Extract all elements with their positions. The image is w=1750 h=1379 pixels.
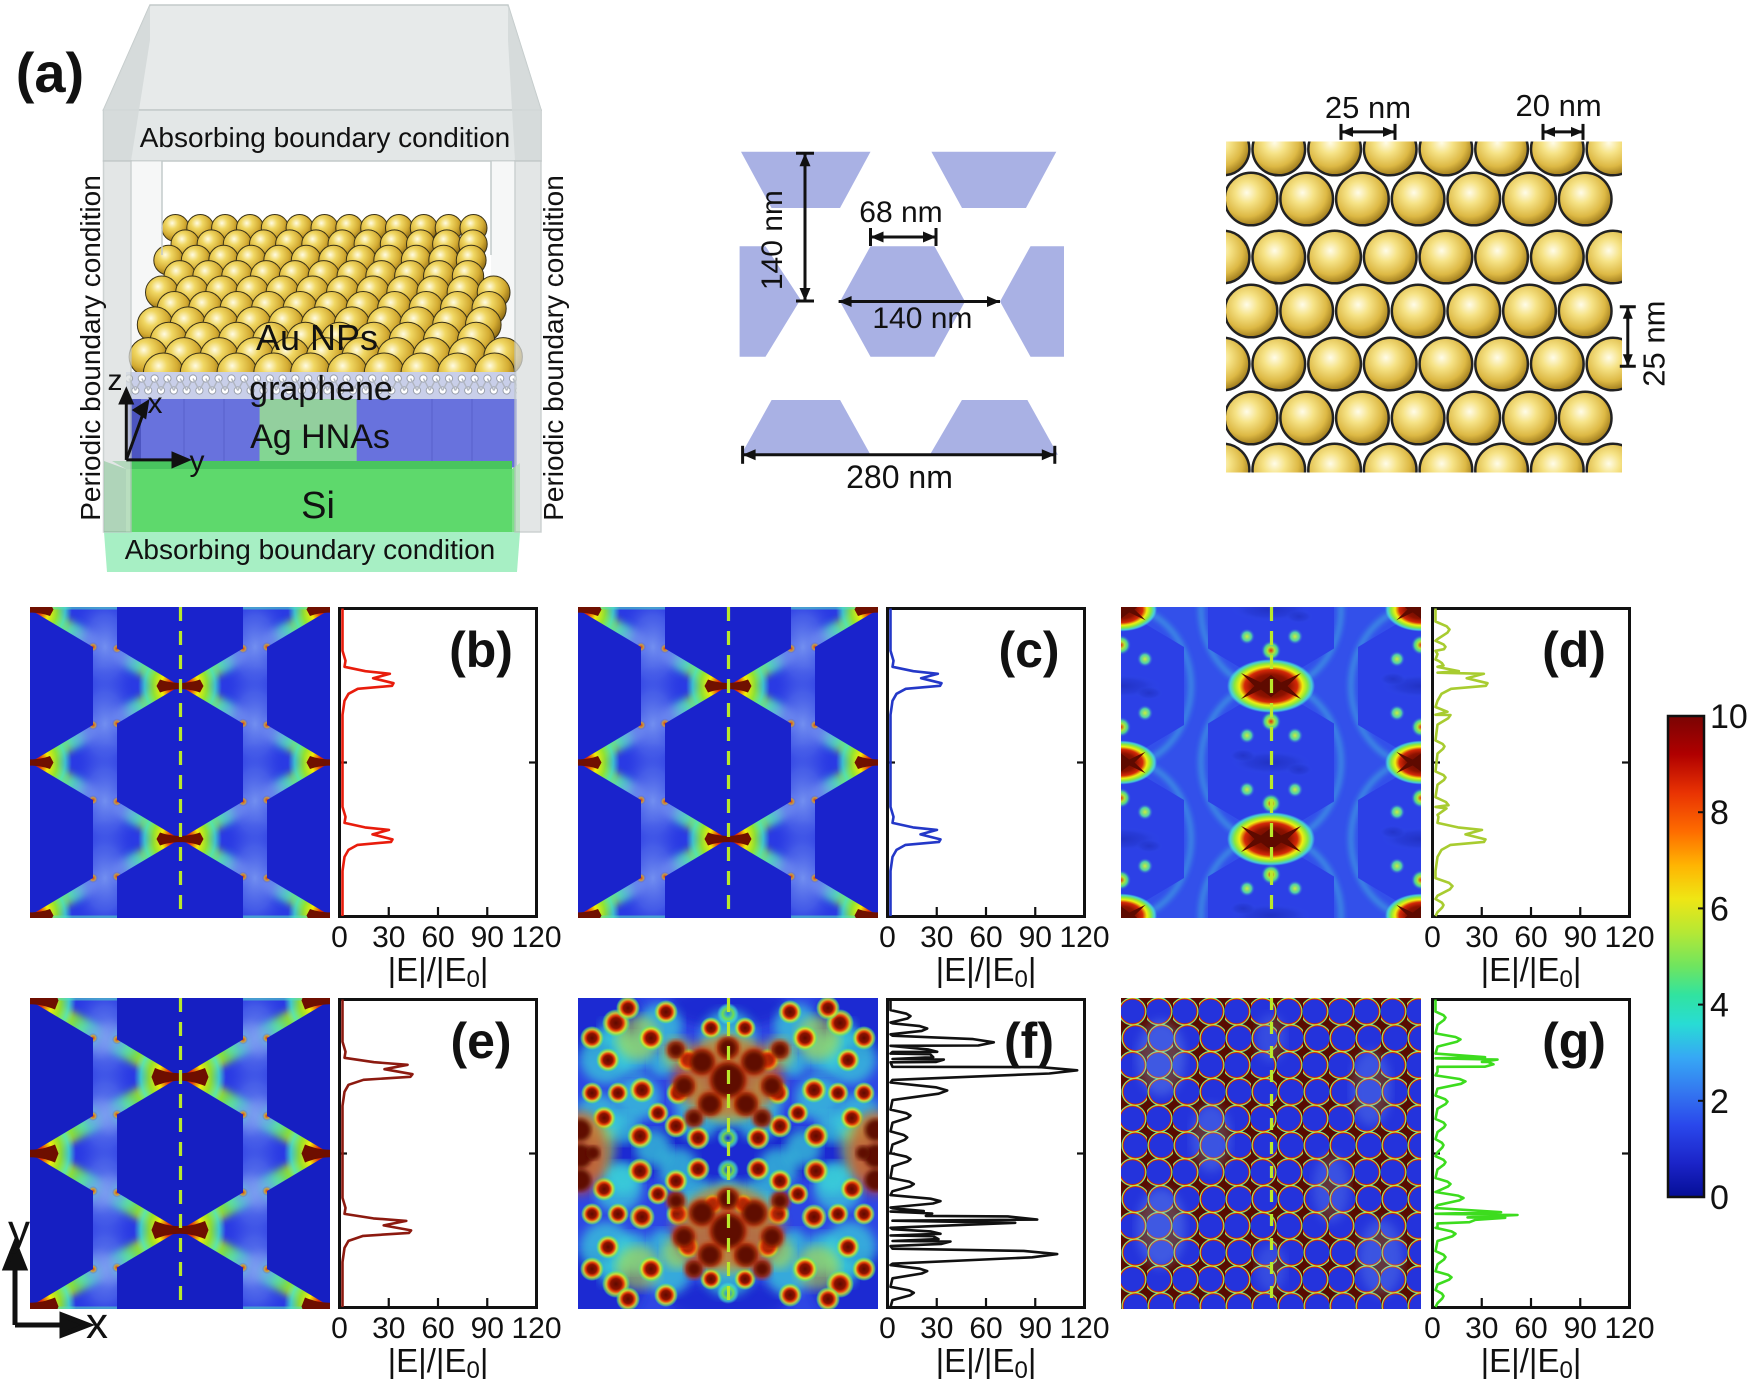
svg-text:Periodic boundary condition: Periodic boundary condition [538,175,569,521]
svg-text:x: x [86,1299,108,1348]
svg-text:30: 30 [372,921,405,954]
svg-text:(f): (f) [1004,1013,1054,1069]
svg-text:graphene: graphene [249,370,393,408]
svg-text:Periodic boundary condition: Periodic boundary condition [75,175,106,521]
svg-text:(b): (b) [449,622,513,678]
svg-text:25 nm: 25 nm [1637,301,1672,387]
svg-text:(e): (e) [450,1013,511,1069]
svg-text:x: x [148,387,163,420]
svg-text:Absorbing boundary condition: Absorbing boundary condition [140,122,510,153]
svg-text:|E|/|E0|: |E|/|E0| [936,951,1037,993]
svg-text:2: 2 [1710,1083,1729,1121]
svg-text:Absorbing boundary condition: Absorbing boundary condition [125,534,495,565]
svg-text:0: 0 [331,921,348,954]
svg-text:10: 10 [1710,698,1748,736]
svg-text:60: 60 [421,921,454,954]
svg-text:|E|/|E0|: |E|/|E0| [388,1342,489,1379]
svg-text:30: 30 [372,1312,405,1345]
svg-text:68 nm: 68 nm [859,196,942,229]
svg-text:90: 90 [471,1312,504,1345]
svg-text:8: 8 [1710,794,1729,832]
svg-text:60: 60 [969,921,1002,954]
svg-text:0: 0 [331,1312,348,1345]
svg-text:90: 90 [1019,921,1052,954]
svg-text:0: 0 [1710,1179,1729,1217]
svg-text:(g): (g) [1542,1013,1606,1069]
svg-text:(c): (c) [998,622,1059,678]
svg-text:|E|/|E0|: |E|/|E0| [1481,1342,1582,1379]
svg-text:0: 0 [879,1312,896,1345]
svg-text:90: 90 [1019,1312,1052,1345]
svg-text:y: y [8,1206,30,1255]
svg-text:0: 0 [879,921,896,954]
svg-text:6: 6 [1710,890,1729,928]
svg-text:|E|/|E0|: |E|/|E0| [936,1342,1037,1379]
svg-text:(d): (d) [1542,622,1606,678]
svg-text:y: y [190,445,205,478]
svg-text:120: 120 [1604,1312,1654,1345]
svg-text:(a): (a) [16,41,84,104]
svg-text:|E|/|E0|: |E|/|E0| [388,951,489,993]
svg-text:z: z [108,364,123,397]
svg-text:90: 90 [1564,921,1597,954]
svg-text:Au NPs: Au NPs [256,317,378,358]
svg-text:30: 30 [1465,921,1498,954]
svg-text:120: 120 [511,921,561,954]
svg-text:140 nm: 140 nm [756,190,789,290]
svg-text:Ag HNAs: Ag HNAs [250,418,390,456]
svg-text:90: 90 [471,921,504,954]
svg-text:60: 60 [1514,921,1547,954]
svg-text:60: 60 [1514,1312,1547,1345]
svg-text:120: 120 [511,1312,561,1345]
svg-text:90: 90 [1564,1312,1597,1345]
svg-text:30: 30 [920,1312,953,1345]
svg-text:4: 4 [1710,987,1729,1025]
svg-text:0: 0 [1424,1312,1441,1345]
svg-text:30: 30 [1465,1312,1498,1345]
svg-text:0: 0 [1424,921,1441,954]
svg-text:30: 30 [920,921,953,954]
svg-text:120: 120 [1604,921,1654,954]
svg-text:60: 60 [969,1312,1002,1345]
svg-text:120: 120 [1059,1312,1109,1345]
svg-text:280 nm: 280 nm [846,459,953,495]
svg-text:60: 60 [421,1312,454,1345]
svg-text:Si: Si [301,485,335,527]
svg-text:140 nm: 140 nm [872,302,972,335]
svg-text:120: 120 [1059,921,1109,954]
svg-text:25 nm: 25 nm [1325,90,1411,125]
svg-text:|E|/|E0|: |E|/|E0| [1481,951,1582,993]
svg-text:20 nm: 20 nm [1516,88,1602,123]
